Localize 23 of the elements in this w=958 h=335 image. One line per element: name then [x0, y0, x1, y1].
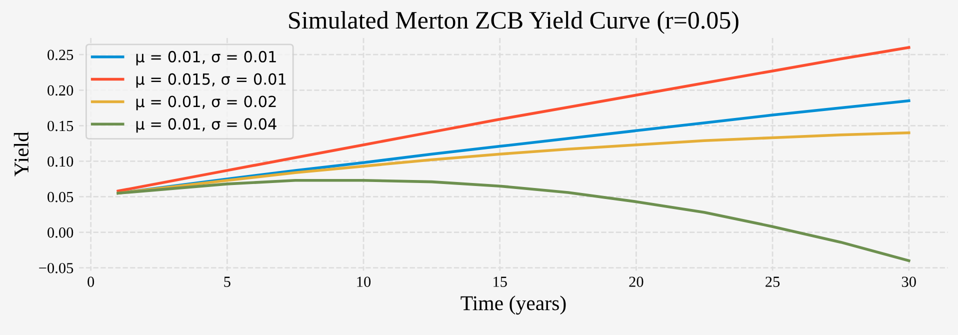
y-tick-label: 0.15 — [48, 120, 74, 132]
legend-label: μ = 0.01, σ = 0.01 — [136, 50, 276, 66]
legend-label: μ = 0.01, σ = 0.02 — [136, 96, 276, 110]
chart-title: Simulated Merton ZCB Yield Curve (r=0.05) — [289, 11, 738, 34]
x-tick-label: 15 — [494, 276, 507, 287]
y-axis-title: Yield — [14, 132, 29, 176]
line-series — [116, 179, 910, 262]
y-tick-label: 0.00 — [48, 227, 74, 238]
x-tick-label: 5 — [224, 276, 230, 287]
x-tick-label: 20 — [629, 276, 644, 287]
x-tick-label: 10 — [357, 276, 371, 287]
y-tick-label: 0.10 — [48, 156, 74, 167]
y-tick-label: 0.20 — [48, 85, 74, 96]
y-tick-label: 0.05 — [48, 192, 74, 202]
line-series — [116, 46, 910, 192]
x-tick-label: 25 — [766, 276, 780, 287]
y-tick-label: −0.05 — [39, 262, 74, 274]
legend-label: μ = 0.01, σ = 0.04 — [136, 118, 276, 133]
x-tick-label: 0 — [88, 276, 94, 287]
y-tick-label: 0.25 — [48, 50, 74, 60]
legend-label: μ = 0.015, σ = 0.01 — [136, 73, 286, 88]
x-tick-label: 30 — [902, 276, 916, 287]
x-axis-title: Time (years) — [460, 296, 566, 315]
